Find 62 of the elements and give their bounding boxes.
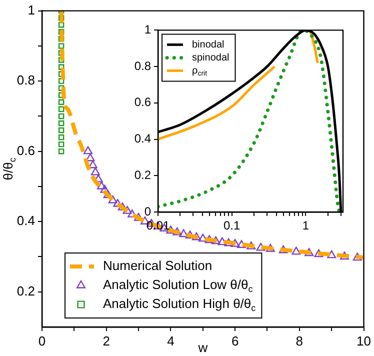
point [58,148,64,154]
y-tick-label: 1 [144,22,152,37]
point [90,167,100,176]
y-tick-label: 0.4 [16,213,35,228]
legend-label: spinodal [192,52,230,64]
point [58,43,64,49]
point [204,235,214,244]
point [327,250,336,258]
point [58,64,64,70]
point [58,22,64,28]
y-tick-label: 0.2 [16,283,35,298]
point [58,134,64,140]
y-tick-label: 0 [144,204,152,218]
line-series [59,10,364,260]
legend-label: binodal [192,39,224,50]
point [58,113,64,120]
x-tick-label: 2 [102,333,110,348]
x-tick-label: 1 [302,218,310,233]
point [58,120,64,126]
point [314,249,324,258]
x-axis-title: w [197,340,208,355]
point [218,237,227,246]
y-tick-label: 0.6 [16,142,35,158]
point [230,238,240,247]
point [58,106,64,112]
point [58,141,64,148]
y-tick-label: 0.8 [16,72,35,88]
x-tick-label: 0.1 [224,218,241,233]
point [304,248,314,256]
legend-label: Numerical Solution [103,258,212,274]
point [179,229,188,238]
point [172,227,182,236]
point [192,232,201,240]
point [198,234,208,242]
y-tick-label: 0.6 [134,95,152,110]
point [278,245,288,254]
point [84,146,93,154]
x-tick-label: 8 [296,333,304,348]
y-axis-title: θ/θc [0,157,18,180]
point [108,195,118,204]
x-tick-label: 4 [167,333,174,348]
x-tick-label: 10 [356,333,372,348]
point [246,241,256,250]
x-tick-label: 0 [38,333,46,348]
point [58,127,64,134]
y-tick-label: 0.4 [134,132,152,146]
x-tick-label: 6 [231,333,239,348]
point [97,181,106,190]
point [211,236,220,244]
point [58,99,64,106]
point [122,206,132,214]
point [256,242,266,251]
y-tick-label: 1 [28,2,35,18]
point [58,78,64,84]
point [58,29,64,35]
point [100,184,110,193]
point [292,246,301,255]
y-tick-label: 0.2 [134,168,152,182]
point [237,240,246,248]
point [266,244,275,252]
point [352,252,362,261]
y-tick-label: 0.8 [134,58,152,73]
